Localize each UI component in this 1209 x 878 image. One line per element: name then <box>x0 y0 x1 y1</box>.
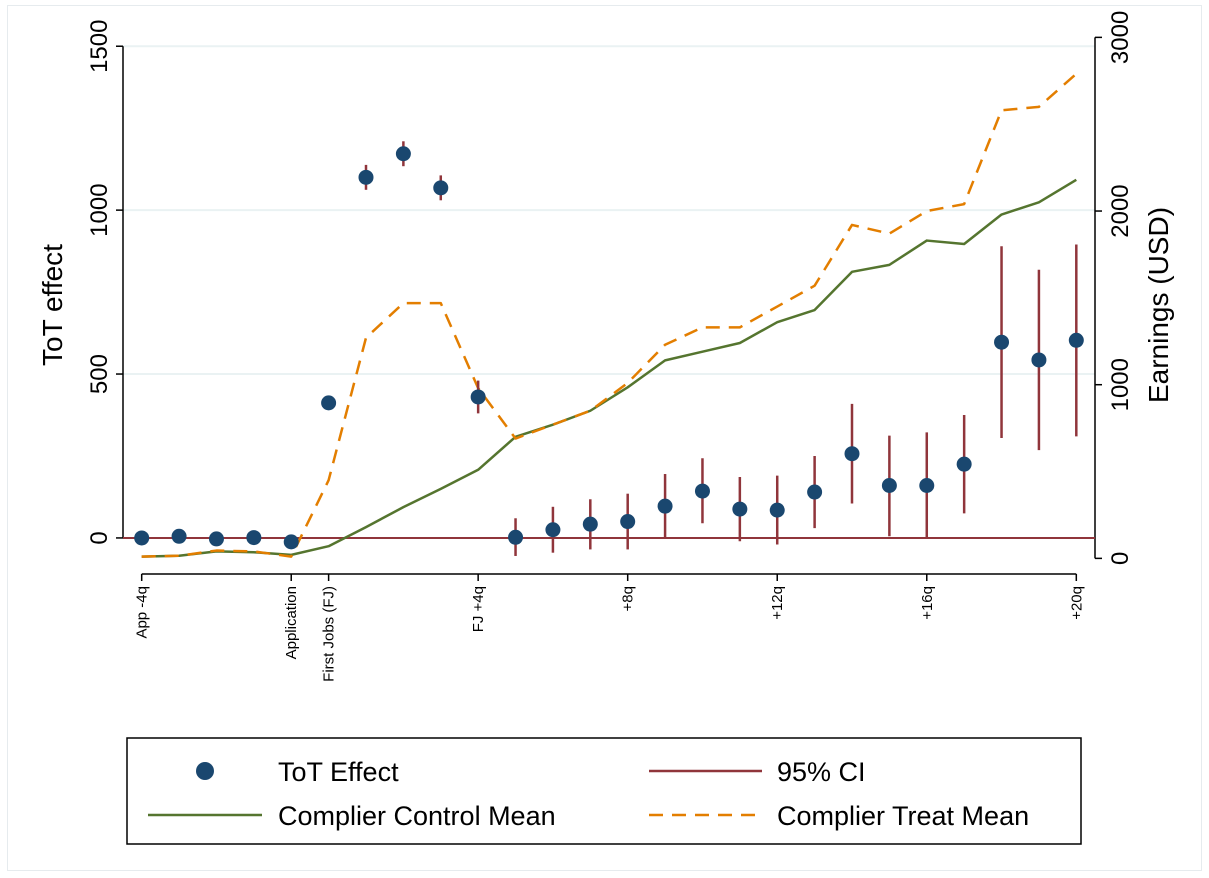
effect-marker <box>694 483 710 499</box>
axes: 0 500 1000 1500 0 1000 2000 3000 App -4q Applicat… <box>86 11 1134 682</box>
legend: ToT Effect 95% CI Complier Control Mean … <box>126 737 1082 845</box>
effect-marker <box>769 502 785 518</box>
left-tick-label: 1500 <box>86 20 113 73</box>
chart-frame <box>7 5 1202 871</box>
right-tick-label: 2000 <box>1107 184 1134 237</box>
legend-item-complier-control-mean: Complier Control Mean <box>148 801 556 831</box>
effect-marker <box>134 530 150 546</box>
x-tick-label: First Jobs (FJ) <box>321 586 338 682</box>
legend-item-tot-effect: ToT Effect <box>196 757 399 787</box>
effect-marker <box>881 477 897 493</box>
left-axis-title: ToT effect <box>37 244 68 366</box>
x-tick-label: +20q <box>1068 586 1085 620</box>
effect-marker <box>246 530 262 546</box>
legend-label: Complier Control Mean <box>278 801 556 831</box>
legend-item-complier-treat-mean: Complier Treat Mean <box>649 801 1029 831</box>
effect-marker <box>994 334 1010 350</box>
right-axis-title: Earnings (USD) <box>1143 207 1174 403</box>
effect-marker <box>1068 332 1084 348</box>
effect-marker <box>919 477 935 493</box>
effect-marker <box>508 529 524 545</box>
left-tick-label: 500 <box>86 354 113 394</box>
effect-marker <box>657 498 673 514</box>
legend-label: Complier Treat Mean <box>777 801 1029 831</box>
right-tick-label: 0 <box>1107 552 1134 565</box>
legend-box <box>126 737 1082 845</box>
effect-marker <box>807 484 823 500</box>
effect-marker <box>433 180 449 196</box>
complier-treat-mean-line <box>141 72 1078 558</box>
complier-control-mean-line <box>141 178 1077 558</box>
series-lines <box>123 72 1095 558</box>
right-tick-label: 1000 <box>1107 358 1134 411</box>
left-tick-label: 0 <box>86 531 113 544</box>
confidence-intervals <box>140 141 1078 556</box>
x-tick-label: +8q <box>620 586 637 611</box>
x-tick-label: Application <box>283 586 300 659</box>
effect-marker <box>620 514 636 530</box>
legend-item-95-ci: 95% CI <box>649 757 866 787</box>
effect-marker <box>844 446 860 462</box>
x-tick-label: App -4q <box>134 586 151 639</box>
effect-marker <box>395 146 411 162</box>
effect-marker <box>1031 352 1047 368</box>
effect-marker <box>171 528 187 544</box>
effect-markers <box>134 146 1084 550</box>
effect-marker <box>545 522 561 538</box>
x-tick-label: FJ +4q <box>470 586 487 632</box>
effect-marker <box>956 456 972 472</box>
effect-marker <box>582 516 598 532</box>
left-tick-label: 1000 <box>86 183 113 236</box>
legend-label: ToT Effect <box>278 757 399 787</box>
effect-marker <box>358 169 374 185</box>
effect-marker <box>321 395 337 411</box>
effect-marker <box>208 531 224 547</box>
gridlines <box>123 45 1095 376</box>
legend-marker-symbol <box>196 762 214 780</box>
x-tick-label: +16q <box>919 586 936 620</box>
x-tick-label: +12q <box>769 586 786 620</box>
effect-marker <box>470 389 486 405</box>
right-tick-label: 3000 <box>1107 11 1134 64</box>
legend-label: 95% CI <box>777 757 866 787</box>
effect-marker <box>283 534 299 550</box>
effect-marker <box>732 501 748 517</box>
